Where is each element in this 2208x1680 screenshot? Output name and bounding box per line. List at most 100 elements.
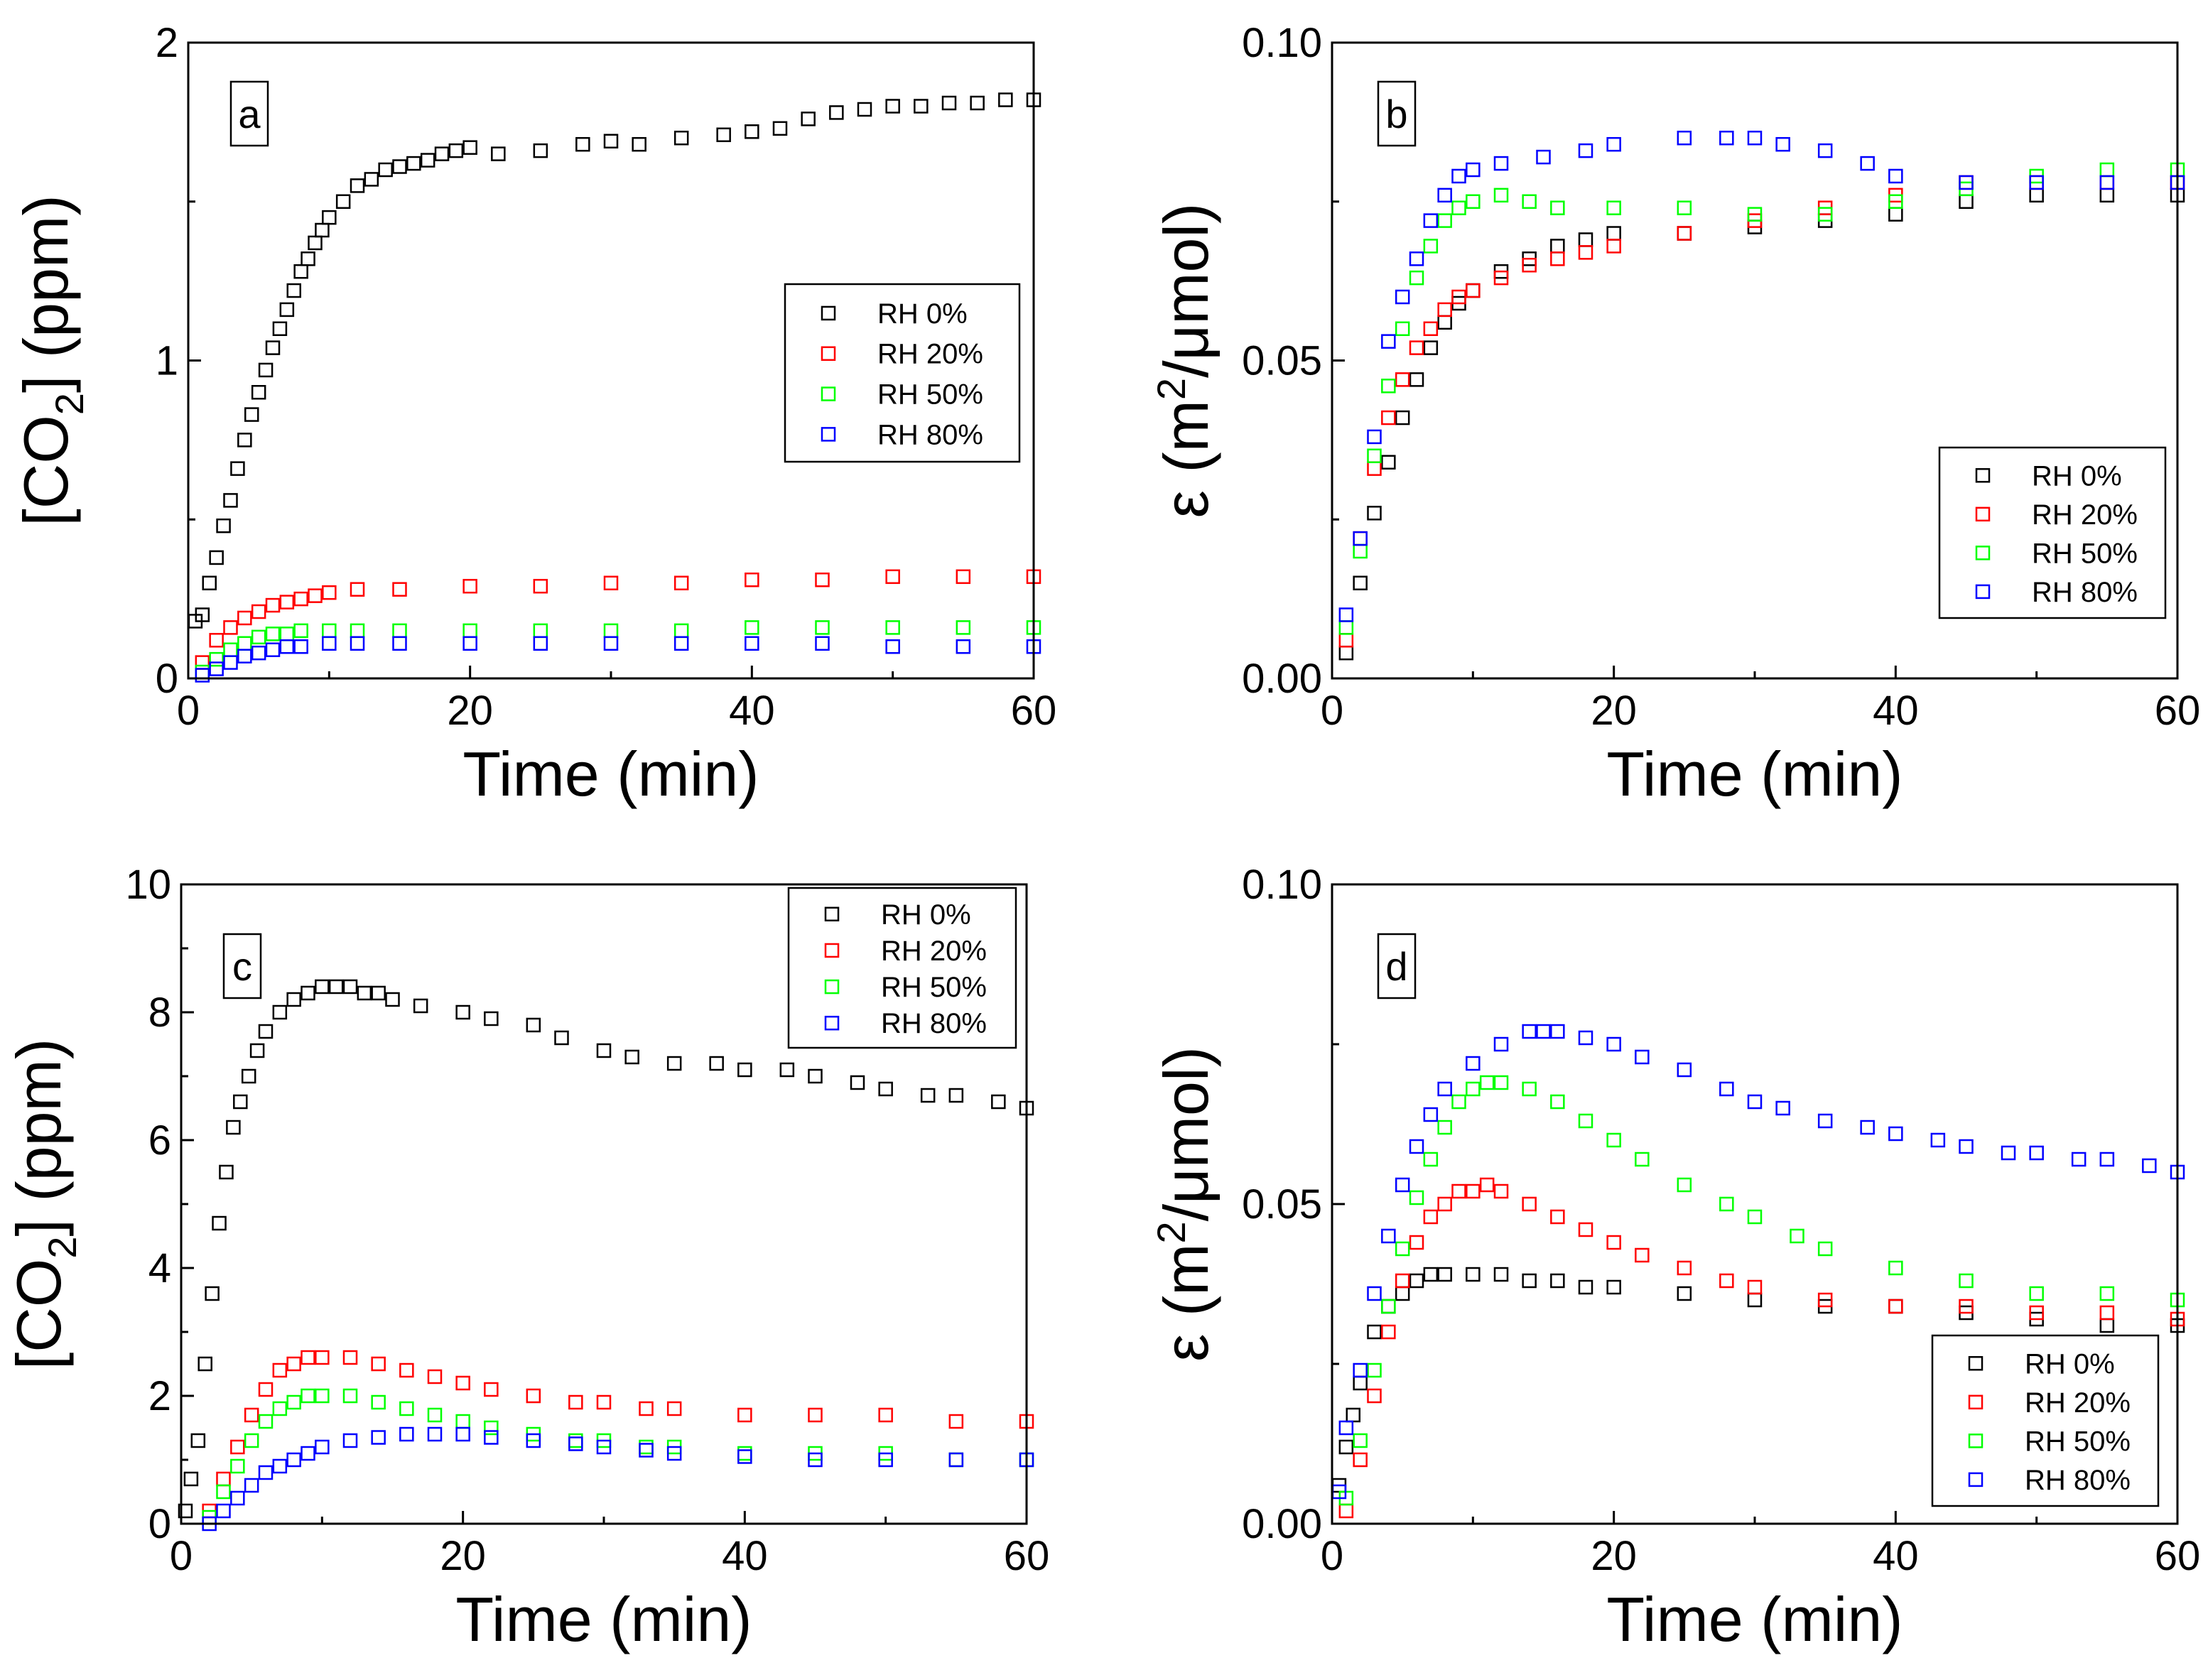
data-point-c-s1-p19 bbox=[666, 1401, 682, 1416]
data-point-a-s0-p43 bbox=[914, 99, 929, 114]
data-point-b-s1-p6 bbox=[1423, 321, 1439, 336]
data-point-a-s2-p8 bbox=[322, 623, 337, 639]
data-point-b-s3-p16 bbox=[1747, 131, 1763, 146]
data-point-a-s1-p0 bbox=[195, 655, 210, 670]
legend-label-a-0: RH 0% bbox=[877, 298, 968, 330]
data-point-c-s1-p18 bbox=[639, 1401, 654, 1416]
data-point-c-s3-p19 bbox=[666, 1446, 682, 1461]
data-point-b-s3-p5 bbox=[1409, 251, 1424, 266]
y-tick-label-c: 6 bbox=[148, 1117, 171, 1164]
data-point-c-s0-p17 bbox=[342, 979, 358, 995]
y-axis-title-script: 2 bbox=[40, 1237, 85, 1259]
data-point-a-s1-p10 bbox=[350, 582, 365, 597]
data-point-b-s3-p4 bbox=[1395, 289, 1410, 305]
data-point-b-s0-p20 bbox=[2029, 188, 2044, 203]
data-point-b-s1-p15 bbox=[1677, 226, 1692, 241]
data-point-d-s3-p25 bbox=[1959, 1139, 1974, 1154]
data-point-c-s3-p8 bbox=[315, 1439, 330, 1455]
data-point-a-s0-p20 bbox=[335, 194, 351, 209]
data-point-c-s0-p5 bbox=[212, 1215, 227, 1231]
data-point-d-s3-p2 bbox=[1353, 1362, 1368, 1378]
y-axis-title-part: [CO bbox=[4, 1259, 74, 1370]
data-point-c-s0-p8 bbox=[233, 1094, 248, 1110]
data-point-d-s2-p2 bbox=[1367, 1362, 1382, 1378]
data-point-d-s2-p12 bbox=[1522, 1081, 1537, 1097]
data-point-b-s2-p3 bbox=[1381, 379, 1396, 394]
data-point-d-s3-p21 bbox=[1817, 1113, 1833, 1129]
data-point-d-s1-p19 bbox=[1747, 1279, 1763, 1295]
data-point-b-s0-p12 bbox=[1550, 239, 1565, 254]
data-point-a-s3-p17 bbox=[885, 639, 900, 654]
data-point-b-s1-p10 bbox=[1493, 270, 1509, 286]
data-point-b-s0-p2 bbox=[1367, 506, 1382, 521]
data-point-d-s0-p16 bbox=[1677, 1286, 1692, 1301]
data-point-b-s1-p8 bbox=[1451, 289, 1466, 305]
y-axis-title-part: /μmol) bbox=[1151, 203, 1221, 378]
y-axis-title-c: [CO2] (ppm) bbox=[4, 1039, 85, 1370]
data-point-b-s3-p9 bbox=[1466, 162, 1481, 178]
data-point-b-s2-p14 bbox=[1677, 200, 1692, 215]
data-point-c-s2-p6 bbox=[286, 1394, 301, 1410]
data-point-c-s3-p18 bbox=[639, 1443, 654, 1458]
data-point-a-s0-p4 bbox=[216, 518, 231, 533]
data-point-a-s2-p10 bbox=[392, 623, 407, 639]
legend-label-b-0: RH 0% bbox=[2032, 460, 2122, 492]
data-point-a-s2-p11 bbox=[462, 623, 477, 639]
x-axis-title-b: Time (min) bbox=[1606, 739, 1903, 809]
data-point-b-s3-p14 bbox=[1677, 131, 1692, 146]
data-point-b-s3-p13 bbox=[1606, 136, 1621, 152]
legend-box-c bbox=[787, 887, 1017, 1049]
data-point-a-s2-p13 bbox=[603, 623, 619, 639]
legend-marker-c-0 bbox=[824, 906, 840, 922]
data-point-a-s2-p6 bbox=[279, 627, 295, 641]
data-point-d-s1-p21 bbox=[1888, 1299, 1903, 1314]
data-point-d-s3-p28 bbox=[2071, 1151, 2087, 1167]
data-point-d-s2-p24 bbox=[2029, 1286, 2044, 1301]
data-point-c-s3-p15 bbox=[526, 1433, 541, 1448]
y-axis-title-part: [CO bbox=[11, 415, 81, 526]
data-point-c-s0-p36 bbox=[948, 1088, 964, 1103]
data-point-a-s1-p17 bbox=[815, 573, 830, 587]
data-point-b-s2-p20 bbox=[2099, 162, 2115, 178]
data-point-a-s0-p36 bbox=[716, 127, 731, 143]
data-point-c-s0-p34 bbox=[878, 1081, 893, 1097]
data-point-c-s3-p16 bbox=[568, 1436, 583, 1451]
data-point-c-s0-p27 bbox=[624, 1049, 639, 1065]
data-point-d-s0-p5 bbox=[1381, 1299, 1396, 1314]
x-tick-label-c: 0 bbox=[170, 1533, 193, 1579]
data-point-b-s0-p15 bbox=[1677, 226, 1692, 241]
data-point-a-s0-p45 bbox=[970, 95, 985, 111]
data-point-c-s2-p4 bbox=[258, 1414, 274, 1429]
data-point-a-s3-p16 bbox=[815, 636, 830, 651]
data-point-a-s1-p19 bbox=[956, 569, 971, 585]
data-point-c-s3-p23 bbox=[948, 1452, 964, 1468]
data-point-d-s2-p19 bbox=[1747, 1209, 1763, 1225]
legend-label-b-2: RH 50% bbox=[2032, 538, 2138, 569]
data-point-a-s0-p39 bbox=[801, 112, 816, 126]
data-point-d-s3-p13 bbox=[1550, 1024, 1565, 1039]
legend-label-a-2: RH 50% bbox=[877, 379, 983, 411]
y-tick-label-a: 0 bbox=[156, 656, 178, 702]
data-point-b-s0-p7 bbox=[1437, 315, 1452, 330]
data-point-a-s3-p11 bbox=[462, 636, 477, 651]
data-point-a-s3-p6 bbox=[279, 639, 295, 654]
data-point-d-s0-p9 bbox=[1437, 1267, 1452, 1282]
legend-label-d-1: RH 20% bbox=[2025, 1387, 2131, 1419]
data-point-b-s3-p18 bbox=[1817, 143, 1833, 158]
data-point-a-s0-p15 bbox=[293, 264, 308, 279]
data-point-b-s3-p20 bbox=[1888, 168, 1903, 184]
data-point-b-s2-p17 bbox=[1888, 194, 1903, 209]
y-axis-title-d: ε (m2/μmol) bbox=[1149, 1046, 1221, 1362]
data-point-a-s1-p15 bbox=[673, 575, 689, 590]
data-point-c-s0-p28 bbox=[666, 1056, 682, 1071]
data-point-d-s2-p23 bbox=[1959, 1273, 1974, 1289]
data-point-a-s0-p31 bbox=[533, 143, 548, 158]
data-point-b-s3-p1 bbox=[1353, 531, 1368, 546]
data-point-a-s1-p16 bbox=[745, 573, 759, 587]
x-tick-label-a: 40 bbox=[729, 688, 775, 734]
data-point-c-s0-p7 bbox=[226, 1120, 241, 1135]
data-point-c-s0-p12 bbox=[272, 1004, 288, 1020]
data-point-d-s0-p19 bbox=[1888, 1299, 1903, 1314]
data-point-a-s2-p15 bbox=[745, 620, 759, 635]
data-point-d-s1-p0 bbox=[1338, 1503, 1354, 1519]
